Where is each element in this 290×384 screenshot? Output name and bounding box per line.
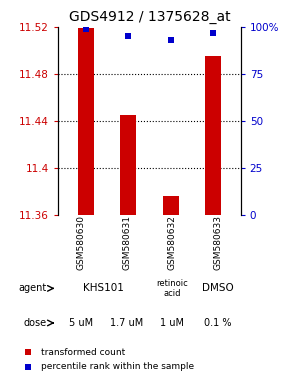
Text: 0.1 %: 0.1 % xyxy=(204,318,232,328)
Text: 5 uM: 5 uM xyxy=(69,318,93,328)
Text: 1 uM: 1 uM xyxy=(160,318,184,328)
Text: GSM580631: GSM580631 xyxy=(122,215,131,270)
Text: agent: agent xyxy=(18,283,46,293)
Text: DMSO: DMSO xyxy=(202,283,234,293)
Bar xyxy=(162,196,179,215)
Text: 1.7 uM: 1.7 uM xyxy=(110,318,143,328)
Text: dose: dose xyxy=(23,318,46,328)
Text: GSM580630: GSM580630 xyxy=(76,215,85,270)
Text: retinoic
acid: retinoic acid xyxy=(156,279,188,298)
Text: KHS101: KHS101 xyxy=(83,283,124,293)
Text: GSM580633: GSM580633 xyxy=(213,215,222,270)
Bar xyxy=(77,28,94,215)
Bar xyxy=(120,115,136,215)
Text: percentile rank within the sample: percentile rank within the sample xyxy=(41,362,194,371)
Text: transformed count: transformed count xyxy=(41,348,125,357)
Title: GDS4912 / 1375628_at: GDS4912 / 1375628_at xyxy=(68,10,230,25)
Bar xyxy=(205,56,221,215)
Text: GSM580632: GSM580632 xyxy=(168,215,177,270)
